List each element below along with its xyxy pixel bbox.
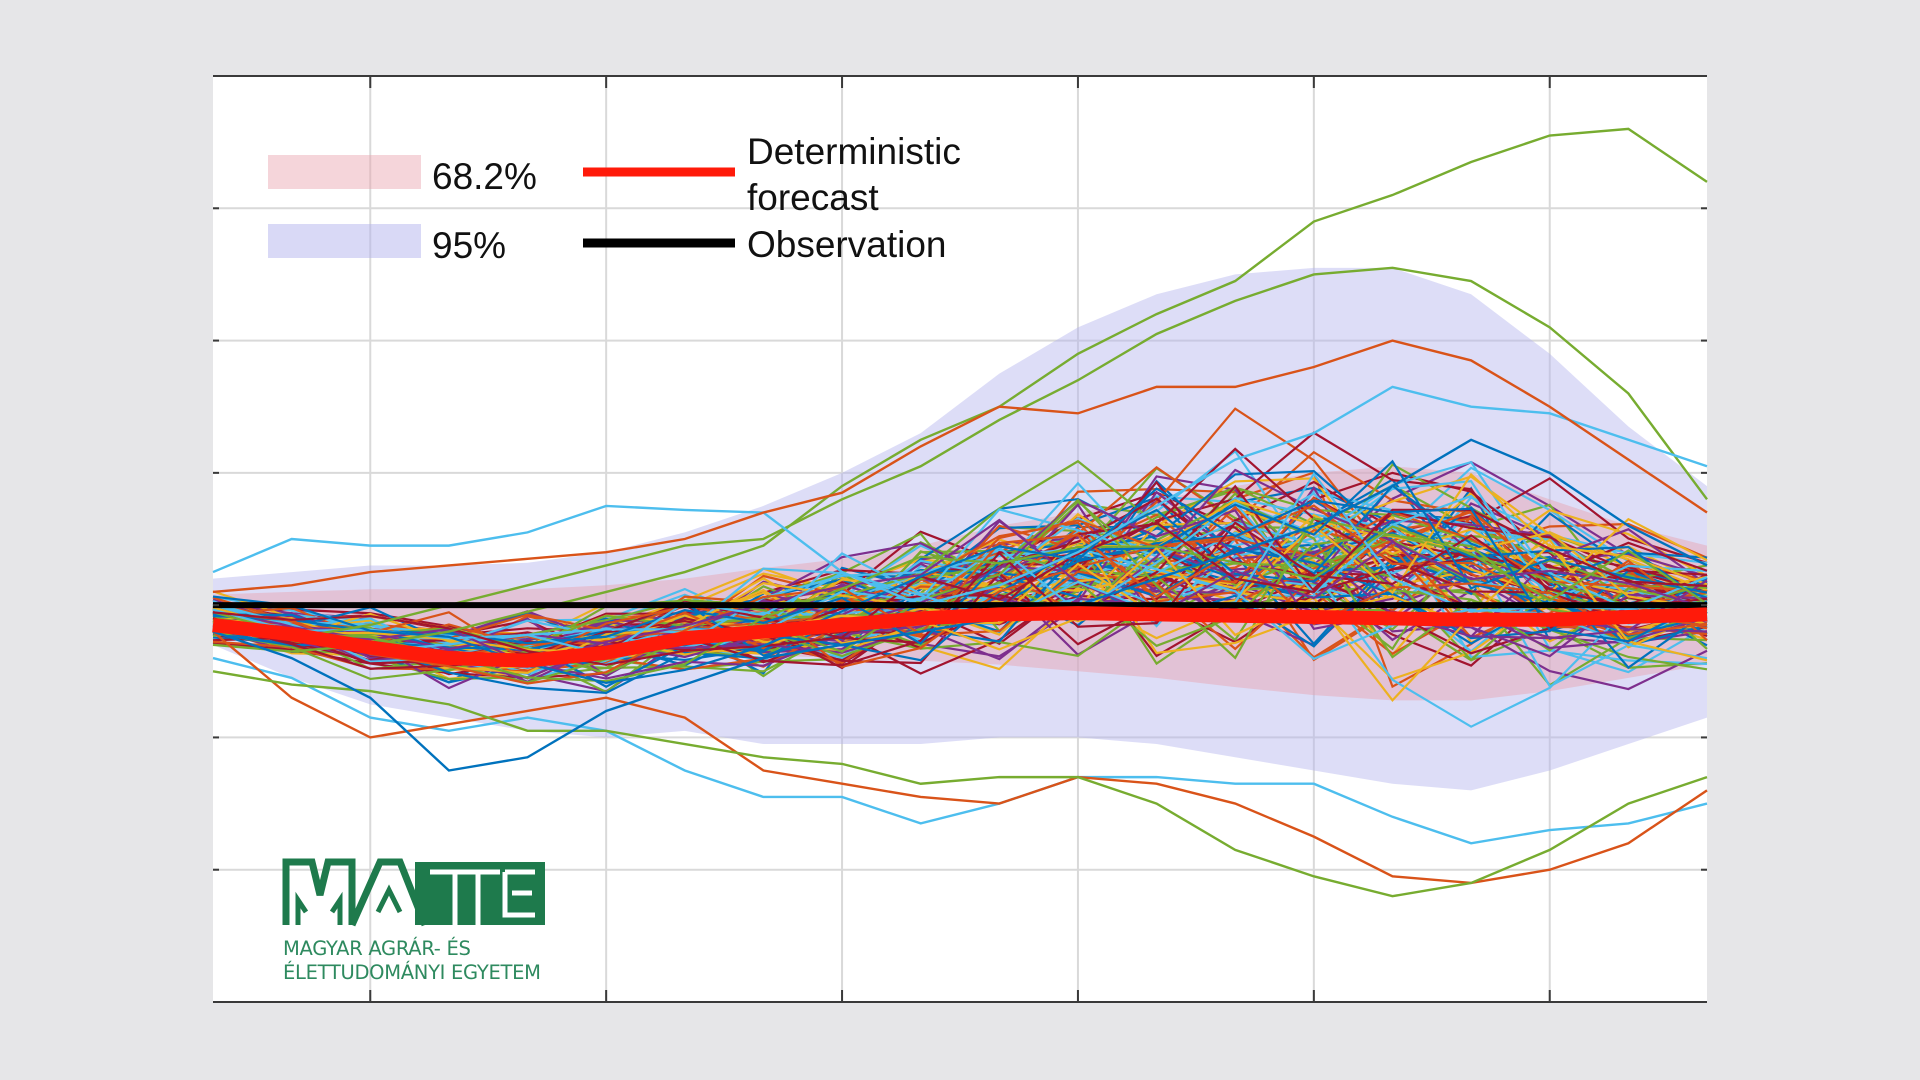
ensemble-member-line bbox=[212, 656, 1708, 845]
legend-swatch-68 bbox=[268, 155, 421, 189]
mate-logo: MAGYAR AGRÁR- ÉS ÉLETTUDOMÁNYI EGYETEM bbox=[282, 858, 545, 984]
ensemble-member-line bbox=[212, 498, 1708, 659]
plot-background bbox=[213, 76, 1707, 1002]
legend-label-68: 68.2% bbox=[432, 156, 537, 197]
ensemble-member-line bbox=[212, 630, 1708, 885]
legend-label-deterministic-1: Deterministic bbox=[747, 131, 961, 172]
plot-frame bbox=[213, 75, 1707, 1003]
legend-label-deterministic-2: forecast bbox=[747, 177, 879, 218]
legend-label-95: 95% bbox=[432, 225, 506, 266]
logo-line-1: MAGYAR AGRÁR- ÉS bbox=[283, 937, 471, 960]
main-series bbox=[212, 602, 1708, 668]
legend-label-observation: Observation bbox=[747, 224, 947, 265]
ensemble-member-line bbox=[212, 518, 1708, 665]
ensemble-member-line bbox=[212, 494, 1708, 653]
ensemble-member-line bbox=[212, 266, 1708, 640]
mate-wordmark bbox=[282, 858, 545, 927]
ensemble-member-line bbox=[212, 670, 1708, 898]
deterministic-forecast-line bbox=[212, 606, 1708, 668]
ensemble-member-line bbox=[212, 475, 1708, 654]
ensemble-member-line bbox=[212, 385, 1708, 607]
ensemble-member-line bbox=[212, 339, 1708, 594]
ensemble-member-line bbox=[212, 127, 1708, 653]
legend: 68.2% 95% Deterministic forecast Observa… bbox=[268, 131, 961, 266]
ensemble-member-line bbox=[212, 487, 1708, 685]
ensemble-member-line bbox=[212, 438, 1708, 772]
legend-swatch-95 bbox=[268, 224, 421, 258]
logo-line-2: ÉLETTUDOMÁNYI EGYETEM bbox=[283, 961, 541, 984]
